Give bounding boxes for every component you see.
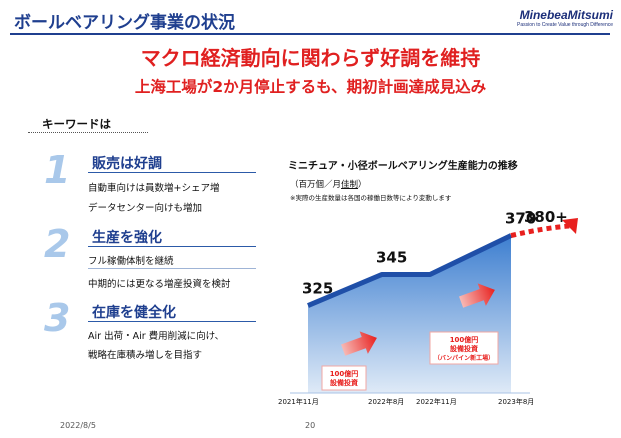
keyword-number-1: 1 bbox=[44, 148, 71, 192]
chart-note: ※実際の生産数量は各国の稼働日数等により変動します bbox=[290, 194, 452, 202]
keyword-title-1: 販売は好調 bbox=[92, 156, 162, 172]
headline-sub: 上海工場が2か月停止するも、期初計画達成見込み bbox=[134, 78, 487, 96]
keywords-heading: キーワードは bbox=[42, 117, 111, 131]
keyword-text-1a: 自動車向けは員数増+シェア増 bbox=[88, 183, 220, 194]
page-number: 20 bbox=[305, 421, 316, 430]
keyword-number-3: 3 bbox=[44, 296, 71, 340]
x-tick-label-4: 2023年8月 bbox=[498, 397, 534, 406]
keyword-title-3: 在庫を健全化 bbox=[92, 305, 176, 321]
chart-unit-link: 佳制 bbox=[341, 180, 359, 190]
footer-date: 2022/8/5 bbox=[60, 421, 96, 430]
investment-arrow-2 bbox=[459, 283, 495, 308]
chart-unit-prefix: （百万個／月 bbox=[290, 180, 342, 190]
investment-text-2-2: 設備投資 bbox=[450, 344, 478, 353]
company-logo: MinebeaMitsumi Passion to Create Value t… bbox=[495, 8, 613, 28]
chart-unit: （百万個／月佳制） bbox=[290, 178, 367, 190]
keyword-text-2b: 中期的には更なる増産投資を検討 bbox=[88, 279, 231, 290]
capacity-line bbox=[307, 233, 513, 308]
investment-box-1 bbox=[321, 365, 367, 391]
investment-text-1-1: 100億円 bbox=[330, 369, 359, 378]
chart-title: ミニチュア・小径ボールベアリング生産能力の推移 bbox=[288, 161, 518, 172]
logo-tagline: Passion to Create Value through Differen… bbox=[517, 22, 613, 28]
keyword-underline-3 bbox=[88, 321, 256, 322]
keyword-text-2a: フル稼働体制を継続 bbox=[88, 256, 174, 267]
forecast-label: 380+ bbox=[524, 208, 568, 226]
keyword-title-2: 生産を強化 bbox=[92, 230, 162, 246]
keyword-number-2: 2 bbox=[44, 222, 71, 266]
forecast-line bbox=[510, 223, 571, 238]
keyword-text-3a: Air 出荷・Air 費用削減に向け、 bbox=[88, 331, 225, 342]
keyword-text-3b: 戦略在庫積み増しを目指す bbox=[88, 350, 203, 361]
investment-text-2-3: （バンパイン新工場） bbox=[434, 354, 494, 362]
keywords-divider bbox=[28, 132, 148, 133]
logo-wordmark: MinebeaMitsumi bbox=[519, 8, 613, 22]
keyword-underline-2 bbox=[88, 246, 256, 247]
value-label-2: 345 bbox=[376, 248, 407, 266]
investment-box-2 bbox=[429, 331, 499, 365]
value-label-4: 370 bbox=[505, 210, 536, 228]
page-title: ボールベアリング事業の状況 bbox=[14, 13, 235, 33]
headline-main: マクロ経済動向に関わらず好調を維持 bbox=[140, 46, 481, 70]
forecast-arrowhead bbox=[562, 218, 578, 234]
value-label-1: 325 bbox=[302, 280, 333, 298]
keyword-text-1b: データセンター向けも増加 bbox=[88, 203, 203, 214]
investment-text-2-1: 100億円 bbox=[450, 335, 479, 344]
x-tick-label-1: 2021年11月 bbox=[278, 397, 319, 406]
x-tick-label-3: 2022年11月 bbox=[416, 397, 457, 406]
keyword-underline-1 bbox=[88, 172, 256, 173]
investment-text-1-2: 設備投資 bbox=[330, 378, 358, 387]
keyword-divider-2 bbox=[88, 268, 256, 269]
investment-arrow-1 bbox=[341, 331, 377, 356]
title-divider bbox=[10, 33, 610, 35]
chart-unit-suffix: ） bbox=[358, 180, 367, 190]
x-tick-label-2: 2022年8月 bbox=[368, 397, 404, 406]
